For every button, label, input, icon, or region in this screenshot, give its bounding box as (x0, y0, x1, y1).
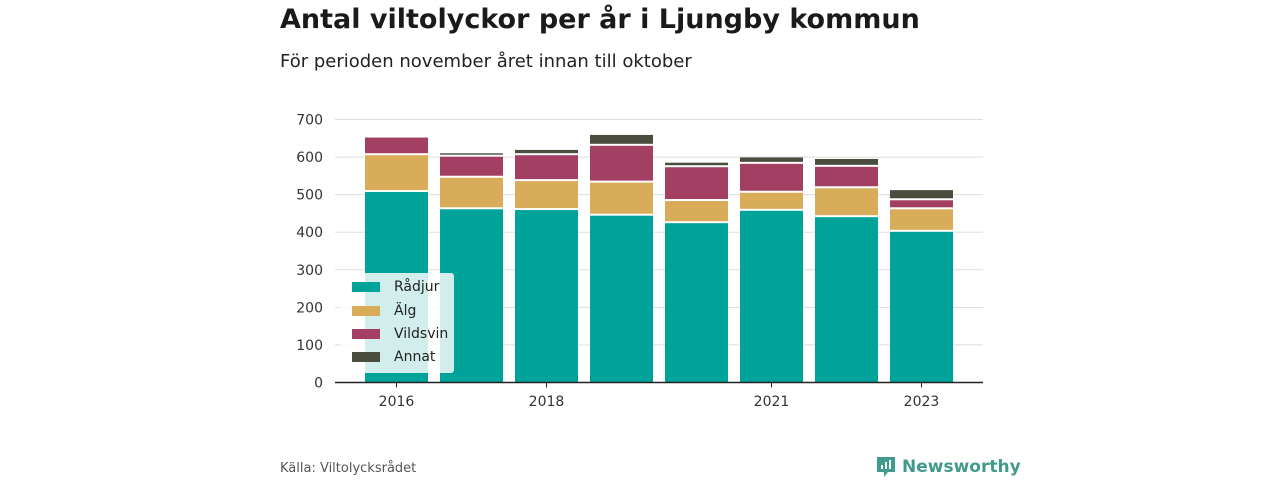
y-tick-label-600: 600 (296, 150, 323, 166)
bar-2020-rådjur (665, 223, 728, 383)
bar-2016-vildsvin (365, 137, 428, 154)
brand-name: Newsworthy (902, 457, 1021, 477)
legend-item-vildsvin: Vildsvin (352, 324, 448, 344)
source-note: Källa: Viltolycksrådet (280, 461, 417, 476)
x-tick-label-2018: 2018 (529, 394, 565, 410)
bar-2023-vildsvin (890, 200, 953, 208)
bar-2022-rådjur (815, 217, 878, 383)
bar-2022-annat (815, 158, 878, 165)
legend-swatch-vildsvin (352, 329, 380, 339)
bar-2017-vildsvin (440, 156, 503, 176)
bar-2023-älg (890, 209, 953, 230)
legend-swatch-radjur (352, 282, 380, 292)
x-tick-label-2016: 2016 (379, 394, 415, 410)
bar-2021-älg (740, 192, 803, 209)
legend-label-radjur: Rådjur (394, 279, 440, 295)
x-tick-label-2021: 2021 (754, 394, 790, 410)
y-tick-label-300: 300 (296, 263, 323, 279)
bar-2018-älg (515, 181, 578, 209)
bar-2017-annat (440, 153, 503, 155)
bar-2018-vildsvin (515, 155, 578, 180)
y-tick-label-400: 400 (296, 225, 323, 241)
y-tick-label-200: 200 (296, 300, 323, 316)
bar-2021-vildsvin (740, 163, 803, 191)
chart-title: Antal viltolyckor per år i Ljungby kommu… (280, 4, 920, 35)
bar-2022-älg (815, 188, 878, 216)
bar-2020-vildsvin (665, 167, 728, 200)
legend-item-annat: Annat (352, 347, 435, 367)
bar-2021-rådjur (740, 210, 803, 383)
y-tick-label-700: 700 (296, 113, 323, 129)
x-tick-label-2023: 2023 (904, 394, 940, 410)
newsworthy-logo-icon (877, 457, 895, 477)
bar-2021-annat (740, 157, 803, 162)
bar-2020-älg (665, 201, 728, 222)
bar-2018-rådjur (515, 210, 578, 383)
chart-subtitle: För perioden november året innan till ok… (280, 51, 692, 72)
legend-label-annat: Annat (394, 349, 436, 365)
legend-swatch-alg (352, 306, 380, 316)
chart-legend: Rådjur Älg Vildsvin Annat (340, 273, 454, 373)
bar-2018-annat (515, 149, 578, 154)
legend-item-alg: Älg (352, 301, 416, 321)
bar-2019-vildsvin (590, 145, 653, 181)
bar-2023-rådjur (890, 231, 953, 383)
y-tick-label-100: 100 (296, 338, 323, 354)
bar-2019-älg (590, 182, 653, 214)
legend-swatch-annat (352, 352, 380, 362)
bar-2017-älg (440, 177, 503, 208)
y-tick-label-0: 0 (314, 376, 323, 392)
bar-2022-vildsvin (815, 166, 878, 187)
bar-2020-annat (665, 162, 728, 166)
bar-2019-rådjur (590, 215, 653, 383)
y-tick-label-500: 500 (296, 188, 323, 204)
bar-2019-annat (590, 134, 653, 144)
legend-label-vildsvin: Vildsvin (394, 326, 449, 342)
legend-label-alg: Älg (394, 303, 417, 319)
brand-logo[interactable]: Newsworthy (876, 456, 1021, 478)
legend-item-radjur: Rådjur (352, 277, 439, 297)
bar-2023-annat (890, 190, 953, 199)
bar-2016-älg (365, 155, 428, 191)
